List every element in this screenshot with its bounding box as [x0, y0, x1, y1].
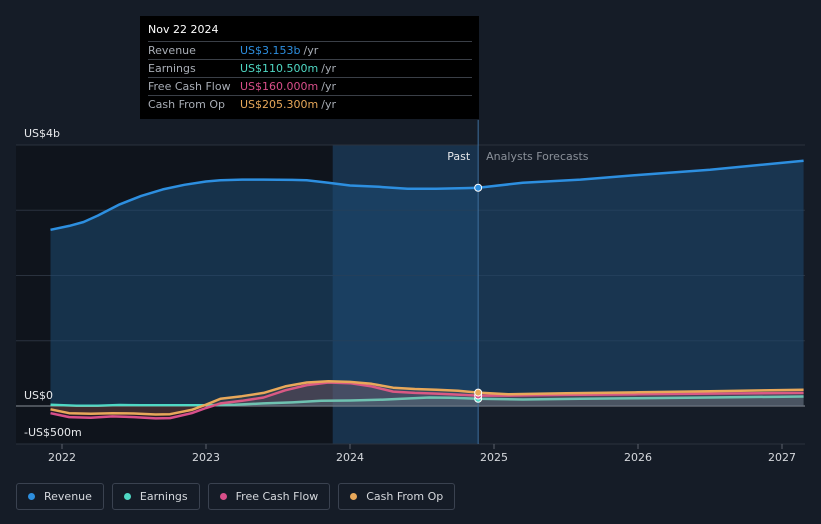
x-tick-label: 2022 — [48, 451, 76, 464]
legend-label: Cash From Op — [366, 490, 444, 503]
tooltip-unit: /yr — [303, 44, 319, 57]
chart-legend: Revenue Earnings Free Cash Flow Cash Fro… — [16, 483, 456, 510]
circle-dot-icon — [28, 493, 35, 500]
circle-dot-icon — [123, 493, 131, 500]
legend-toggle-earnings[interactable]: Earnings — [111, 483, 200, 510]
x-tick-label: 2025 — [480, 451, 508, 464]
series-line-free-cash-flow — [50, 381, 804, 420]
series-line-cash-from-op — [50, 379, 804, 416]
revenue-area — [50, 160, 804, 406]
series-markers — [474, 183, 483, 403]
tooltip-row-earnings: Earnings US$110.500m /yr — [148, 59, 472, 77]
tooltip-unit: /yr — [321, 62, 336, 75]
tooltip-value: US$110.500m — [240, 62, 319, 75]
tooltip-date: Nov 22 2024 — [148, 23, 219, 36]
tooltip-row-cash-from-op: Cash From Op US$205.300m /yr — [148, 95, 472, 113]
x-tick-label: 2023 — [192, 451, 220, 464]
forecast-label: Analysts Forecasts — [486, 150, 589, 163]
hover-tooltip: Nov 22 2024 Revenue US$3.153b /yr Earnin… — [140, 16, 479, 119]
past-label: Past — [447, 150, 471, 163]
legend-label: Revenue — [44, 490, 92, 503]
circle-dot-icon — [350, 493, 358, 500]
tooltip-value: US$160.000m — [240, 80, 319, 93]
marker-revenue — [474, 183, 483, 192]
y-tick-label-zero: US$0 — [24, 389, 53, 402]
x-axis-ticks: 2022 2023 2024 2025 2026 2027 — [48, 444, 796, 464]
tooltip-label: Free Cash Flow — [148, 80, 231, 93]
legend-toggle-cash-from-op[interactable]: Cash From Op — [338, 483, 456, 510]
tooltip-unit: /yr — [321, 98, 336, 111]
y-tick-label-4b: US$4b — [24, 127, 60, 140]
series-area-cash-from-op — [50, 381, 804, 415]
tooltip-label: Revenue — [148, 44, 196, 57]
series-line-revenue — [50, 159, 804, 232]
tooltip-value: US$205.300m — [240, 98, 319, 111]
tooltip-row-free-cash-flow: Free Cash Flow US$160.000m /yr — [148, 77, 472, 95]
circle-dot-icon — [219, 493, 227, 500]
tooltip-label: Earnings — [148, 62, 196, 75]
legend-label: Free Cash Flow — [235, 490, 319, 503]
series-line-earnings — [50, 395, 804, 407]
series-lines — [50, 159, 804, 420]
tooltip-row-revenue: Revenue US$3.153b /yr — [148, 41, 472, 59]
series-area-free-cash-flow — [50, 382, 804, 419]
tooltip-unit: /yr — [321, 80, 336, 93]
legend-label: Earnings — [139, 490, 188, 503]
x-tick-label: 2026 — [624, 451, 652, 464]
tooltip-label: Cash From Op — [148, 98, 226, 111]
tooltip-value: US$3.153b — [240, 44, 301, 57]
y-tick-label-neg-500m: -US$500m — [24, 426, 82, 439]
legend-toggle-free-cash-flow[interactable]: Free Cash Flow — [207, 483, 331, 510]
marker-cash-from-op — [474, 388, 483, 397]
x-tick-label: 2027 — [768, 451, 796, 464]
x-tick-label: 2024 — [336, 451, 364, 464]
legend-toggle-revenue[interactable]: Revenue — [16, 483, 104, 510]
